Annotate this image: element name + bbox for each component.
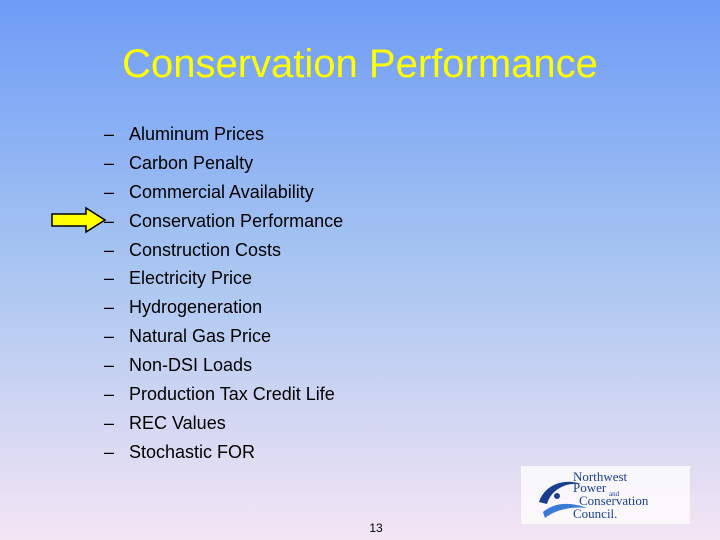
list-item: – Natural Gas Price [104,322,343,351]
item-text: Electricity Price [129,268,253,289]
list-item: – Stochastic FOR [104,438,343,467]
bullet: – [104,355,115,376]
item-text: Production Tax Credit Life [129,384,335,405]
bullet: – [104,268,115,289]
bullet: – [104,124,115,144]
item-text: Hydrogeneration [129,297,263,318]
item-text: Stochastic FOR [129,441,256,462]
list-item: – Electricity Price [104,264,343,293]
item-text: Conservation Performance [129,210,344,231]
logo-text: Council. [573,506,618,521]
list-item: – Carbon Penalty [104,149,343,178]
list-item: – Production Tax Credit Life [104,380,343,409]
item-text: Natural Gas Price [129,326,272,347]
item-text: Carbon Penalty [129,152,254,173]
item-text: REC Values [129,412,226,433]
logo-text: Northwest [573,469,628,484]
bullet: – [104,384,115,405]
bullet: – [104,412,115,433]
list-item: – Non-DSI Loads [104,351,343,380]
bullet: – [104,326,115,347]
list-item: – Hydrogeneration [104,293,343,322]
item-text: Aluminum Prices [129,124,265,144]
logo-text: Conservation [579,493,649,508]
slide-title: Conservation Performance [122,42,598,86]
list-item: – REC Values [104,409,343,438]
bullet: – [104,210,115,231]
item-text: Construction Costs [129,239,282,260]
list-item: – Conservation Performance [104,207,343,236]
item-text: Commercial Availability [129,181,314,202]
logo-text: Power [573,480,607,495]
bullet: – [104,441,115,462]
page-number: 13 [369,521,383,535]
list-item: – Commercial Availability [104,178,343,207]
logo-swoosh [539,481,587,518]
item-text: Non-DSI Loads [129,355,253,376]
list-item: – Aluminum Prices [104,120,343,149]
bullet-list: – Aluminum Prices – Carbon Penalty – Commerci… [104,120,343,467]
bullet: – [104,297,115,318]
logo-text: and [609,490,620,498]
list-item: – Construction Costs [104,236,343,265]
bullet: – [104,239,115,260]
logo: Northwest Power and Conservation Council. [521,466,690,524]
bullet: – [104,152,115,173]
pointer-arrow [51,206,107,234]
bullet: – [104,181,115,202]
